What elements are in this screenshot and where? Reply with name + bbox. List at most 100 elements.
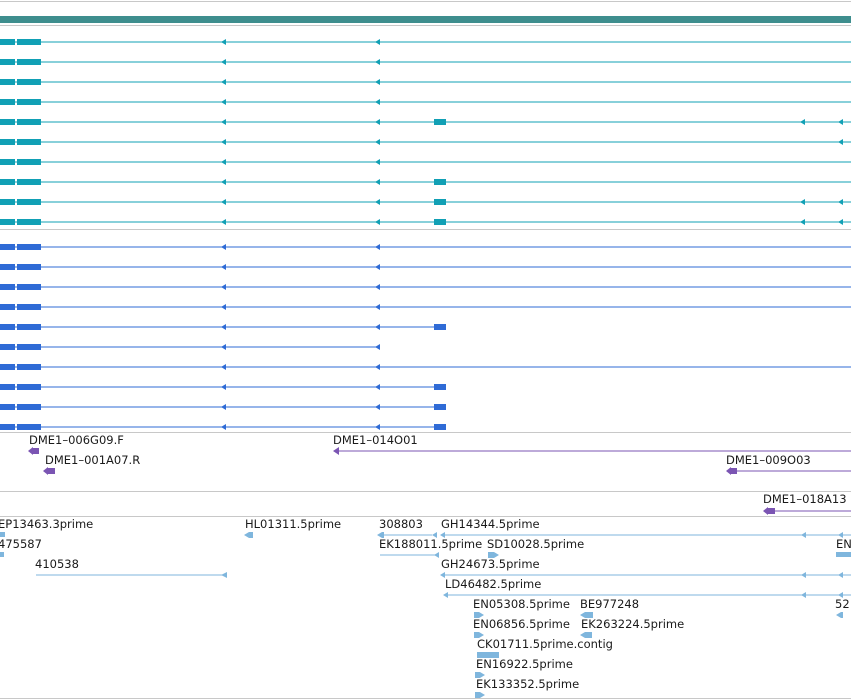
exon-block [17,219,41,225]
bac-feature-018A13[interactable]: DME1–018A13 [763,492,851,515]
exon-arrow-icon [221,264,226,270]
exon-block [17,324,41,330]
exon-arrow-icon [221,159,226,165]
exon-block [17,159,41,165]
exon-block [0,99,15,105]
transcript-row[interactable] [0,284,851,290]
bac-arrow-icon [726,467,731,475]
transcript-row[interactable] [0,139,851,145]
exon-arrow-icon [800,119,805,125]
exon-arrow-icon [221,304,226,310]
transcript-row[interactable] [0,119,851,125]
transcript-row[interactable] [0,199,851,205]
est-feature-EN05308[interactable]: EN05308.5prime [473,597,570,618]
transcript-row[interactable] [0,244,851,250]
est-feature-475587[interactable]: 475587 [0,537,42,557]
exon-block [17,284,41,290]
exon-block [0,159,15,165]
est-feature-52-edge[interactable]: 52 [835,597,850,618]
est-feature-CK01711[interactable]: CK01711.5prime.contig [477,637,613,658]
exon-arrow-icon [375,404,380,410]
exon-arrow-icon [375,424,380,430]
est-feature-EK263224[interactable]: EK263224.5prime [580,617,684,638]
transcript-row[interactable] [0,404,446,410]
est-feature-EP13463[interactable]: EP13463.3prime [0,517,93,537]
transcript-row[interactable] [0,219,851,225]
est-feature-GH24673[interactable]: GH24673.5prime [440,557,851,578]
exon-arrow-icon [375,159,380,165]
exon-arrow-icon [221,324,226,330]
est-label: EN [836,537,851,551]
exon-block [0,284,15,290]
bac-arrow-icon [763,507,768,515]
bac-feature-009O03[interactable]: DME1–009O03 [726,453,851,475]
est-feature-HL01311[interactable]: HL01311.5prime [244,517,341,538]
transcript-row[interactable] [0,39,851,45]
est-block [477,652,499,658]
est-feature-308803[interactable]: 308803 [377,517,437,538]
exon-arrow-icon [221,424,226,430]
est-label: EK133352.5prime [476,677,579,691]
transcript-row[interactable] [0,304,851,310]
est-label: 475587 [0,537,42,551]
exon-arrow-icon [221,384,226,390]
est-label: EN16922.5prime [476,657,573,671]
est-feature-EN06856[interactable]: EN06856.5prime [473,617,570,638]
exon-arrow-icon [800,219,805,225]
est-feature-EN-edge-1[interactable]: EN [836,537,851,557]
transcript-row[interactable] [0,324,446,330]
exon-arrow-icon [221,219,226,225]
exon-block [17,99,41,105]
exon-block [434,179,446,185]
est-feature-LD46482[interactable]: LD46482.5prime [443,577,851,598]
transcript-row[interactable] [0,384,446,390]
bac-feature-014O01[interactable]: DME1–014O01 [333,433,851,455]
transcript-row[interactable] [0,159,851,165]
est-feature-EN16922[interactable]: EN16922.5prime [475,657,573,678]
est-block [0,532,5,537]
bac-feature-label: DME1–018A13 [763,492,847,506]
transcript-row[interactable] [0,264,851,270]
coordinate-ruler-bar[interactable] [0,16,851,23]
est-feature-EK133352[interactable]: EK133352.5prime [475,677,579,698]
exon-block [0,179,15,185]
transcript-row[interactable] [0,344,380,350]
exon-block [17,59,41,65]
est-feature-BE977248[interactable]: BE977248 [580,597,639,618]
bac-arrow-icon [43,467,48,475]
est-feature-EK188011[interactable]: EK188011.5prime [379,537,482,558]
est-feature-GH14344[interactable]: GH14344.5prime [440,517,851,538]
est-arrow-icon [434,552,439,558]
bac-feature-006G09[interactable]: DME1–006G09.F [28,433,124,455]
exon-block [0,244,15,250]
transcript-row[interactable] [0,364,851,370]
exon-arrow-icon [375,199,380,205]
exon-block [0,304,15,310]
bac-feature-label: DME1–006G09.F [29,433,124,447]
exon-block [0,199,15,205]
exon-arrow-icon [221,119,226,125]
exon-block [0,119,15,125]
est-label: EN05308.5prime [473,597,570,611]
est-arrow-icon [440,572,445,578]
transcript-row[interactable] [0,424,446,430]
exon-arrow-icon [838,199,843,205]
bac-feature-label: DME1–009O03 [726,453,811,467]
exon-block [0,424,15,430]
exon-block [17,139,41,145]
exon-block [0,59,15,65]
est-arrow-icon [440,532,445,538]
transcript-row[interactable] [0,59,851,65]
exon-arrow-icon [800,199,805,205]
bac-feature-001A07[interactable]: DME1–001A07.R [43,453,140,475]
est-arrow-icon [475,692,485,698]
transcript-row[interactable] [0,79,851,85]
est-arrow-icon [475,672,485,678]
exon-block [434,119,446,125]
est-track: EP13463.3prime 475587 410538 HL01311.5pr… [0,517,851,698]
est-feature-SD10028[interactable]: SD10028.5prime [487,537,584,558]
transcript-row[interactable] [0,179,851,185]
transcript-row[interactable] [0,99,851,105]
est-feature-410538[interactable]: 410538 [35,557,227,578]
